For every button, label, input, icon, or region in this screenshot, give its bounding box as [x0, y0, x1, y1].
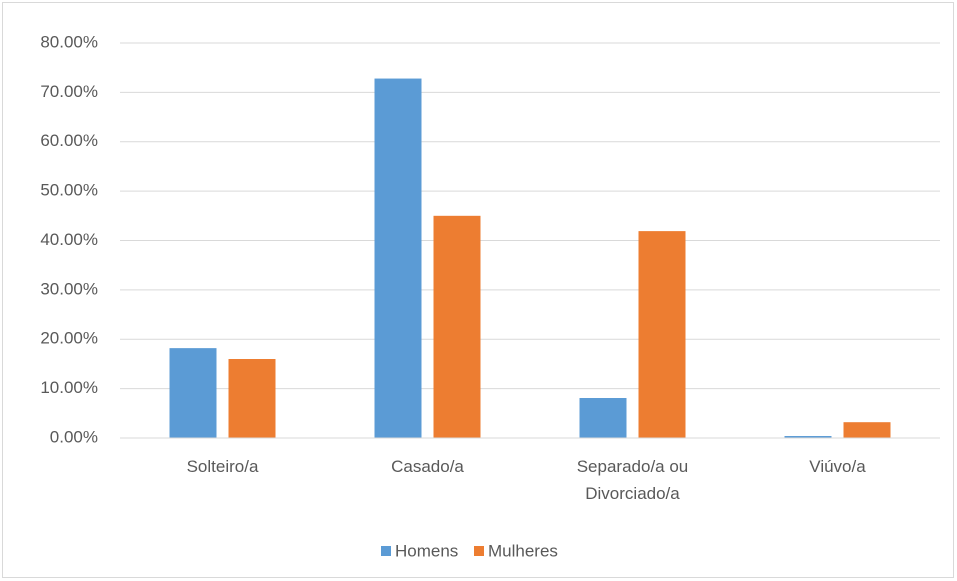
- y-tick-label: 20.00%: [40, 329, 98, 348]
- x-tick-label: Separado/a ou Divorciado/a: [576, 457, 689, 503]
- x-tick-label: Viúvo/a: [809, 457, 866, 476]
- bar: [169, 348, 217, 438]
- bar: [784, 436, 832, 438]
- y-tick-label: 30.00%: [40, 279, 98, 298]
- bar: [228, 359, 276, 438]
- y-tick-label: 10.00%: [40, 378, 98, 397]
- bar: [843, 422, 891, 438]
- bar: [374, 78, 422, 439]
- y-tick-label: 80.00%: [40, 32, 98, 51]
- y-tick-label: 70.00%: [40, 82, 98, 101]
- legend-label: Mulheres: [488, 541, 558, 560]
- legend-label: Homens: [395, 541, 458, 560]
- y-tick-label: 50.00%: [40, 181, 98, 200]
- y-tick-label: 40.00%: [40, 230, 98, 249]
- legend-swatch: [381, 546, 391, 556]
- x-tick-label: Solteiro/a: [186, 457, 259, 476]
- x-tick-label: Casado/a: [391, 457, 464, 476]
- y-tick-label: 0.00%: [50, 427, 98, 446]
- legend-swatch: [474, 546, 484, 556]
- bar: [579, 398, 627, 438]
- y-tick-label: 60.00%: [40, 131, 98, 150]
- bar: [638, 231, 686, 438]
- bar: [433, 215, 481, 438]
